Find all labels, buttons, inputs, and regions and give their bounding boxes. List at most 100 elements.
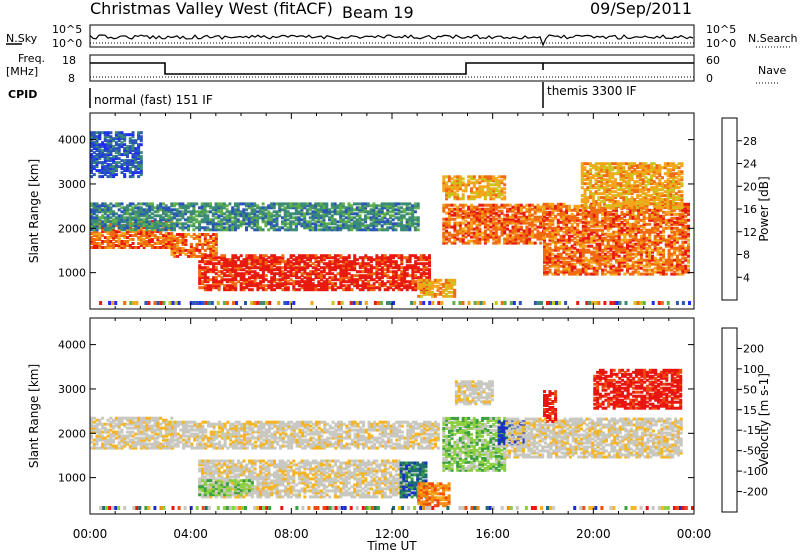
power-panel-cell bbox=[486, 185, 490, 189]
power-panel-cell bbox=[447, 209, 451, 213]
power-panel-cell bbox=[551, 228, 555, 232]
power-panel-cell bbox=[176, 254, 180, 258]
power-panel-cell bbox=[519, 225, 523, 229]
power-panel-cell bbox=[344, 256, 348, 260]
power-panel-cell bbox=[475, 193, 479, 197]
power-panel-cell bbox=[609, 216, 613, 220]
power-panel-cell bbox=[225, 258, 229, 262]
power-panel-cell bbox=[242, 276, 246, 280]
power-panel-cell bbox=[139, 202, 143, 206]
power-panel-cell bbox=[483, 235, 487, 239]
power-panel-cell bbox=[206, 238, 210, 242]
power-panel-cell bbox=[464, 231, 468, 235]
power-panel-cell bbox=[400, 270, 404, 274]
power-panel-cell bbox=[606, 240, 610, 244]
power-panel-cell bbox=[631, 222, 635, 226]
power-panel-cell bbox=[556, 202, 560, 206]
power-panel-cell bbox=[641, 174, 645, 178]
power-panel-cell bbox=[92, 232, 96, 236]
power-panel-cell bbox=[231, 268, 235, 272]
power-panel-cell bbox=[589, 194, 593, 198]
power-panel-cell bbox=[642, 240, 646, 244]
power-panel-cell bbox=[209, 286, 213, 290]
power-panel-cell bbox=[192, 204, 196, 208]
power-panel-cell bbox=[128, 244, 132, 247]
power-panel-cell bbox=[662, 218, 665, 222]
power-panel-cell bbox=[201, 233, 204, 236]
power-panel-cell bbox=[225, 218, 229, 222]
power-panel-cell bbox=[470, 189, 473, 193]
power-panel-cell bbox=[256, 276, 260, 280]
power-panel-cell bbox=[589, 206, 593, 210]
power-panel-cell bbox=[592, 208, 596, 212]
power-panel-cell bbox=[106, 208, 110, 212]
power-panel-cell bbox=[675, 220, 679, 224]
power-panel-cell bbox=[681, 236, 685, 240]
power-panel-cell bbox=[297, 288, 301, 292]
power-panel-cell bbox=[419, 290, 423, 294]
power-panel-cell bbox=[347, 268, 351, 272]
power-panel-cell bbox=[667, 260, 671, 264]
power-panel-cell bbox=[273, 268, 276, 272]
power-panel-cell bbox=[139, 218, 143, 222]
power-panel-cell bbox=[464, 223, 468, 227]
power-panel-cell bbox=[214, 278, 218, 282]
power-panel-cell bbox=[456, 197, 460, 201]
power-panel-cell bbox=[450, 282, 454, 286]
power-panel-cell bbox=[653, 256, 657, 260]
power-panel-cell bbox=[306, 258, 310, 262]
power-panel-cell bbox=[687, 224, 690, 228]
power-panel-cell bbox=[92, 208, 96, 212]
power-panel-cell bbox=[458, 181, 462, 185]
power-panel-cell bbox=[675, 254, 679, 258]
power-panel-cell bbox=[626, 212, 629, 216]
power-panel-cell bbox=[214, 226, 218, 230]
power-panel-cell bbox=[627, 164, 631, 168]
power-panel-cell bbox=[623, 234, 627, 238]
power-panel-cell bbox=[101, 214, 105, 218]
power-panel-cell bbox=[601, 232, 605, 236]
power-panel-cell bbox=[286, 266, 290, 270]
power-panel-cell bbox=[162, 218, 165, 222]
power-panel-cell bbox=[681, 220, 685, 224]
power-panel-cell bbox=[145, 224, 149, 228]
power-panel-cell bbox=[658, 198, 662, 202]
power-panel-cell bbox=[425, 282, 429, 286]
power-panel-cell bbox=[609, 254, 613, 258]
power-panel-cell bbox=[675, 260, 679, 264]
power-panel-cell bbox=[109, 220, 113, 224]
power-panel-cell bbox=[478, 227, 482, 231]
power-panel-cell bbox=[579, 212, 582, 216]
power-panel-cell bbox=[478, 211, 482, 215]
power-panel-cell bbox=[372, 288, 376, 292]
power-panel-cell bbox=[677, 172, 681, 176]
power-panel-cell bbox=[681, 226, 685, 230]
power-panel-cell bbox=[673, 240, 677, 244]
power-panel-cell bbox=[603, 216, 607, 220]
power-panel-cell bbox=[220, 204, 224, 208]
power-panel-cell bbox=[400, 288, 404, 292]
power-panel-cell bbox=[369, 286, 373, 290]
power-panel-cell bbox=[445, 225, 449, 229]
power-panel-cell bbox=[353, 258, 357, 262]
power-panel-cell bbox=[650, 186, 653, 190]
power-panel-cell bbox=[511, 219, 515, 223]
power-panel-cell bbox=[667, 268, 671, 272]
power-panel-cell bbox=[587, 222, 591, 226]
power-panel-cell bbox=[503, 223, 507, 227]
power-panel-cell bbox=[662, 272, 665, 276]
power-panel-cell bbox=[548, 258, 552, 262]
power-panel-cell bbox=[622, 204, 626, 208]
power-panel-cell bbox=[634, 220, 638, 224]
power-panel-cell bbox=[422, 288, 426, 292]
power-panel-cell bbox=[456, 193, 460, 197]
power-panel-cell bbox=[137, 238, 141, 241]
power-panel-cell bbox=[543, 212, 546, 216]
power-panel-cell bbox=[543, 268, 546, 272]
power-panel-cell bbox=[92, 220, 96, 224]
power-panel-cell bbox=[489, 209, 493, 213]
power-panel-cell bbox=[472, 191, 476, 195]
power-panel-cell bbox=[680, 202, 684, 206]
power-panel-cell bbox=[667, 212, 671, 216]
power-panel-cell bbox=[548, 222, 552, 226]
